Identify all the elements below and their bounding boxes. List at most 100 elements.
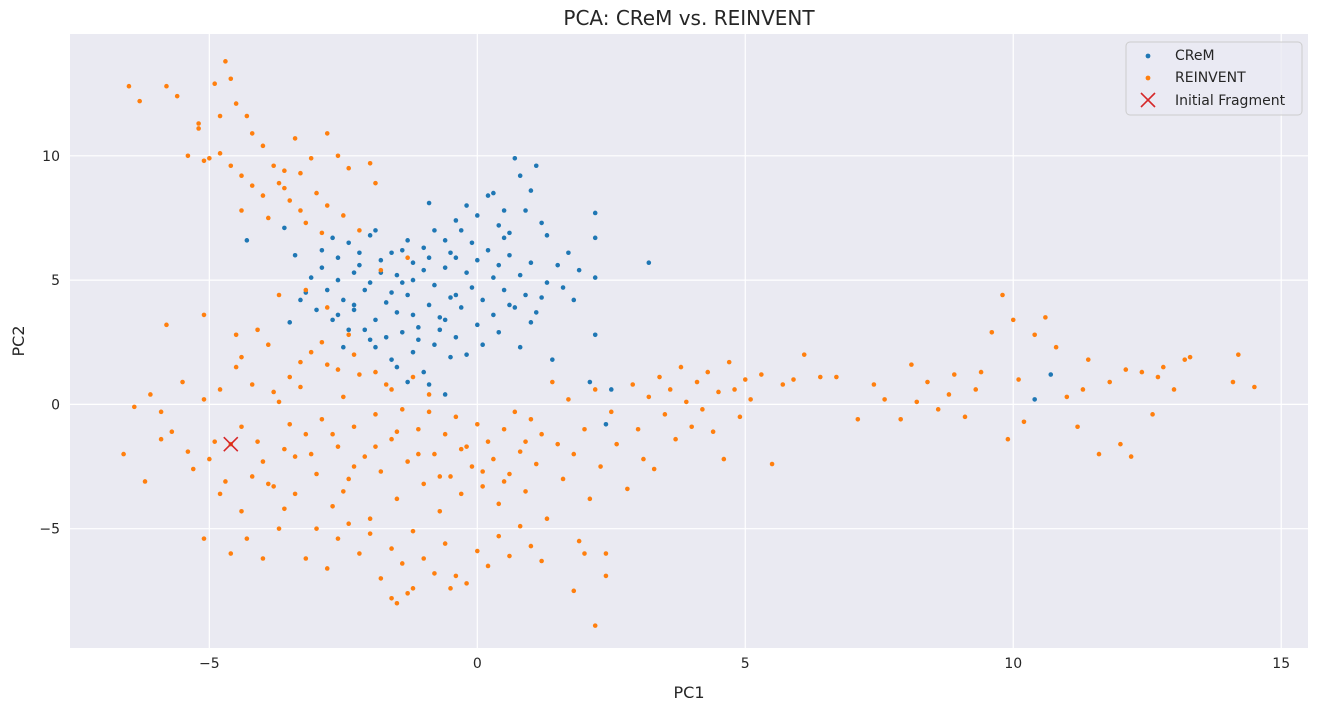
reinvent-point [271, 389, 276, 395]
reinvent-point [630, 382, 636, 387]
reinvent-point [496, 501, 502, 507]
crem-point [389, 290, 394, 295]
crem-point [373, 228, 378, 233]
crem-point [550, 357, 555, 362]
reinvent-point [1053, 344, 1059, 350]
reinvent-point [700, 407, 705, 412]
crem-point [1048, 372, 1054, 377]
crem-point [544, 233, 550, 238]
reinvent-point [303, 287, 309, 293]
reinvent-point [1075, 424, 1080, 430]
reinvent-point [1016, 377, 1021, 382]
reinvent-point [298, 208, 303, 213]
crem-point [528, 320, 534, 325]
crem-point [399, 329, 405, 335]
reinvent-point [319, 339, 325, 345]
reinvent-point [989, 329, 995, 335]
crem-point [464, 203, 469, 208]
x-axis-label: PC1 [674, 683, 705, 702]
crem-point [496, 329, 502, 335]
crem-point [442, 317, 448, 323]
crem-point [475, 322, 480, 328]
reinvent-point [1021, 419, 1027, 425]
crem-point [592, 275, 598, 280]
reinvent-point [217, 387, 223, 392]
reinvent-point [442, 541, 448, 546]
plot-background [70, 34, 1308, 648]
x-tick-label: 15 [1272, 656, 1290, 672]
crem-point [539, 220, 544, 226]
crem-point [341, 344, 346, 350]
reinvent-point [437, 474, 443, 479]
crem-point [496, 223, 502, 228]
y-tick-label: −5 [39, 522, 60, 538]
reinvent-point [951, 372, 957, 377]
reinvent-point [357, 372, 362, 377]
reinvent-point [373, 444, 378, 449]
reinvent-point [587, 496, 593, 502]
reinvent-point [174, 93, 180, 99]
crem-point [421, 369, 427, 375]
reinvent-point [223, 59, 228, 64]
crem-point [319, 265, 325, 270]
reinvent-point [882, 397, 887, 402]
reinvent-point [255, 439, 260, 444]
reinvent-point [228, 163, 234, 169]
reinvent-point [169, 429, 175, 435]
reinvent-point [303, 556, 309, 561]
initial-fragment-marker [223, 436, 239, 452]
legend-box [1125, 41, 1303, 116]
x-tick-label: −5 [199, 656, 220, 672]
reinvent-point [335, 444, 341, 449]
reinvent-point [1236, 352, 1241, 357]
series-crem [244, 155, 1054, 427]
reinvent-point [351, 424, 357, 430]
crem-point [592, 332, 598, 338]
crem-point [351, 307, 357, 313]
reinvent-point [212, 439, 218, 444]
reinvent-point [1160, 364, 1166, 370]
crem-point [298, 297, 303, 303]
crem-point [517, 344, 523, 350]
reinvent-point [523, 439, 528, 444]
reinvent-point [324, 362, 330, 367]
crem-point [432, 342, 437, 348]
crem-point [528, 188, 534, 193]
crem-point [330, 317, 335, 323]
reinvent-point [1128, 454, 1134, 459]
reinvent-point [1032, 332, 1037, 338]
crem-point [410, 349, 416, 355]
crem-point [421, 267, 427, 273]
reinvent-point [335, 367, 341, 372]
reinvent-point [201, 536, 207, 541]
legend-crem-marker [1145, 53, 1151, 59]
crem-point [394, 310, 400, 315]
reinvent-point [405, 459, 410, 464]
reinvent-point [523, 489, 528, 494]
crem-point [373, 344, 378, 350]
reinvent-point [346, 476, 351, 482]
reinvent-point [1085, 357, 1091, 362]
reinvent-point [249, 131, 255, 136]
reinvent-point [190, 466, 196, 472]
crem-point [351, 270, 357, 275]
reinvent-point [453, 414, 459, 420]
reinvent-point [271, 484, 276, 489]
reinvent-point [1155, 374, 1161, 380]
reinvent-point [539, 558, 544, 564]
reinvent-point [962, 414, 968, 420]
reinvent-point [1118, 441, 1123, 447]
crem-point [394, 272, 400, 278]
reinvent-point [249, 382, 255, 387]
crem-point [383, 334, 389, 340]
series-reinvent [121, 59, 1257, 628]
reinvent-point [501, 426, 507, 432]
reinvent-point [292, 491, 298, 497]
reinvent-point [367, 516, 373, 522]
reinvent-point [314, 471, 319, 477]
reinvent-point [249, 474, 255, 479]
reinvent-point [662, 412, 668, 417]
y-tick-label: 5 [51, 273, 60, 289]
crem-point [512, 305, 518, 310]
reinvent-point [1252, 384, 1257, 390]
